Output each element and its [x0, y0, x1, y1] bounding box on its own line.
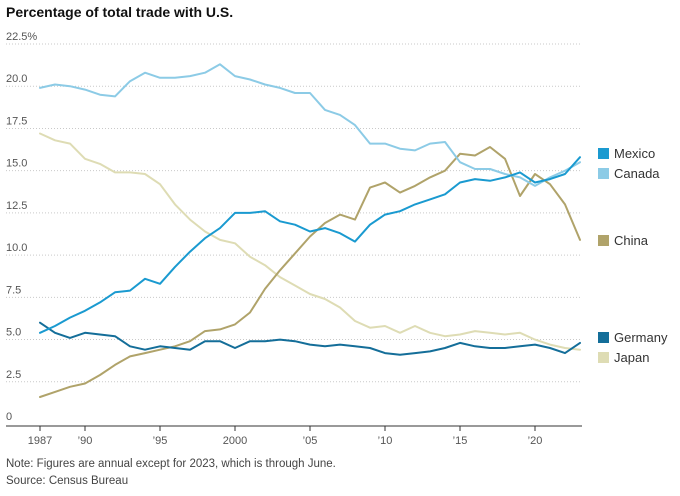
y-tick-label: 17.5	[6, 115, 27, 127]
y-tick-label: 5.0	[6, 327, 21, 339]
x-tick-label: ’20	[528, 435, 543, 447]
series-lines	[39, 63, 581, 398]
legend-label-japan: Japan	[614, 350, 649, 365]
series-line-china	[39, 146, 581, 398]
y-tick-label: 22.5%	[6, 31, 37, 43]
legend-swatch-china	[598, 235, 609, 246]
x-tick-label: ’05	[303, 435, 318, 447]
legend-label-germany: Germany	[614, 330, 668, 345]
y-tick-label: 20.0	[6, 73, 27, 85]
legend-label-mexico: Mexico	[614, 146, 655, 161]
x-tick-label: ’95	[153, 435, 168, 447]
x-tick-label: 2000	[223, 435, 247, 447]
chart-source: Source: Census Bureau	[6, 475, 129, 487]
series-line-japan	[39, 132, 581, 351]
series-line-mexico	[39, 156, 581, 334]
x-tick-label: ’15	[453, 435, 468, 447]
y-tick-label: 12.5	[6, 200, 27, 212]
legend-swatch-japan	[598, 352, 609, 363]
series-line-germany	[39, 321, 581, 356]
y-tick-label: 7.5	[6, 284, 21, 296]
y-axis-tick-labels: 22.5% 20.0 17.5 15.0 12.5 10.0 7.5 5.0 2.5 0	[6, 31, 37, 423]
series-line-canada	[39, 63, 581, 187]
legend: Mexico Canada China Germany Japan	[598, 146, 668, 365]
x-tick-label: ’90	[78, 435, 93, 447]
chart-title: Percentage of total trade with U.S.	[6, 4, 234, 20]
legend-swatch-mexico	[598, 148, 609, 159]
legend-label-canada: Canada	[614, 166, 660, 181]
y-tick-label: 15.0	[6, 158, 27, 170]
chart-note: Note: Figures are annual except for 2023…	[6, 458, 336, 470]
x-axis: 1987 ’90 ’95 2000 ’05 ’10 ’15 ’20	[6, 425, 582, 447]
legend-swatch-germany	[598, 332, 609, 343]
x-tick-label: ’10	[378, 435, 393, 447]
y-tick-label: 10.0	[6, 242, 27, 254]
grid-lines	[6, 43, 582, 383]
x-tick-label: 1987	[28, 435, 52, 447]
legend-swatch-canada	[598, 168, 609, 179]
y-tick-label: 2.5	[6, 369, 21, 381]
legend-label-china: China	[614, 233, 649, 248]
y-tick-label: 0	[6, 411, 12, 423]
